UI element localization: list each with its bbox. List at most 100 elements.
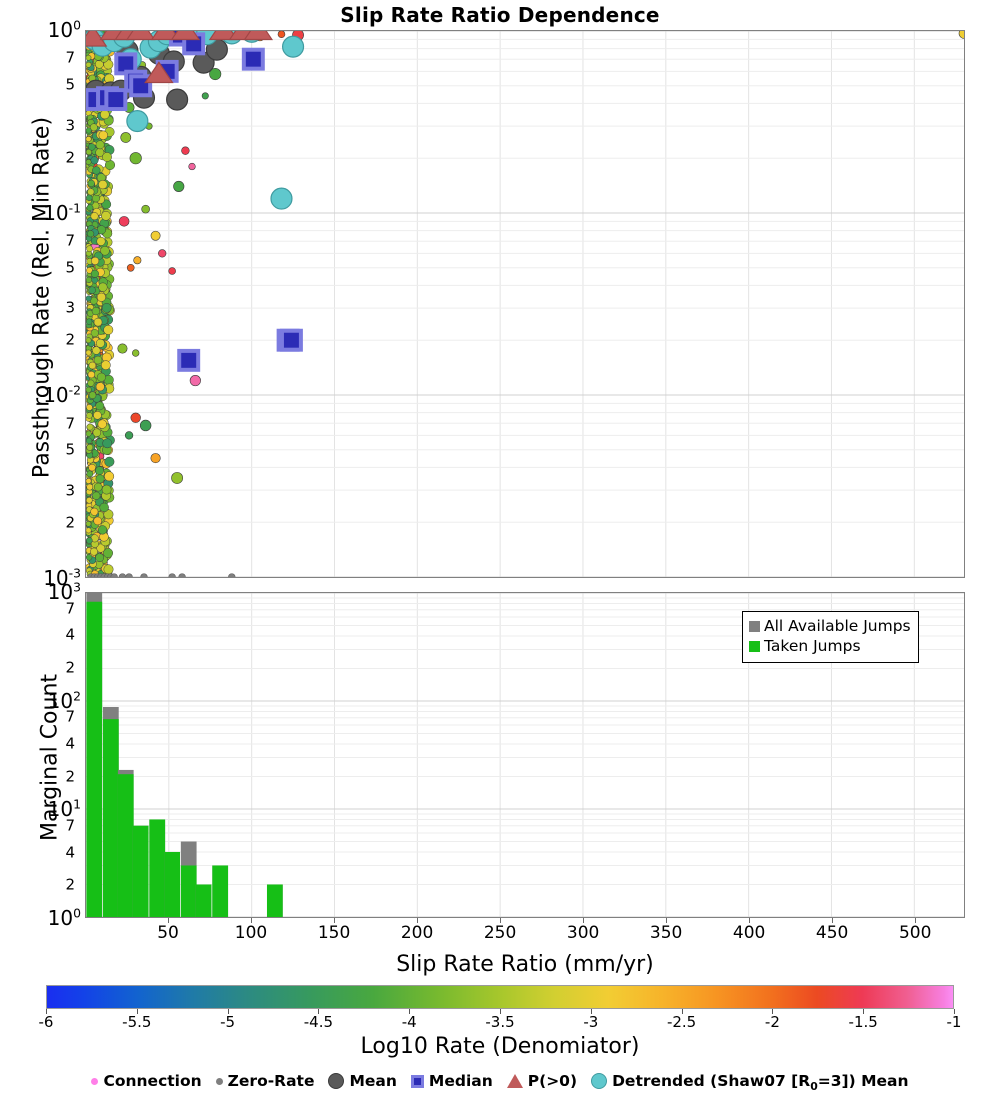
colorbar-tick-label: -3 <box>583 1013 599 1031</box>
y-tick-label: 10-2 <box>43 382 81 408</box>
y-tick-label: 7 <box>65 707 75 726</box>
x-tick-mark <box>251 918 253 923</box>
marker-legend-item: Connection <box>91 1072 202 1090</box>
x-tick-label: 50 <box>157 923 179 943</box>
y-tick-label: 10-1 <box>43 200 81 225</box>
y-tick-label: 2 <box>65 767 75 786</box>
scatter-y-axis-label: Passthrough Rate (Rel. Min Rate) <box>29 116 55 479</box>
y-tick-label: 101 <box>47 796 81 822</box>
colorbar-tick-mark <box>863 1009 865 1014</box>
x-tick-mark <box>832 918 834 923</box>
histogram-legend: All Available Jumps Taken Jumps <box>742 611 919 663</box>
marker-legend: Connection Zero-Rate Mean Median P(>0) Detren… <box>0 1072 1000 1094</box>
y-tick-label: 5 <box>65 75 75 94</box>
small-pink-dot-icon <box>91 1077 99 1085</box>
y-tick-label: 3 <box>65 298 75 317</box>
colorbar <box>46 985 954 1009</box>
blue-square-icon <box>410 1074 424 1088</box>
y-tick-label: 7 <box>65 48 75 67</box>
y-tick-label: 5 <box>65 440 75 459</box>
histogram-y-axis-label: Marginal Count <box>37 673 63 842</box>
x-tick-mark <box>417 918 419 923</box>
colorbar-tick-mark <box>590 1009 592 1014</box>
y-tick-label: 5 <box>65 258 75 277</box>
colorbar-tick-mark <box>46 1009 47 1014</box>
x-tick-label: 450 <box>815 923 849 943</box>
marker-legend-label: Detrended (Shaw07 [R0=3]) Mean <box>612 1072 909 1094</box>
x-tick-mark <box>666 918 668 923</box>
x-tick-mark <box>915 918 917 923</box>
x-tick-label: 500 <box>898 923 932 943</box>
y-tick-label: 4 <box>65 734 75 753</box>
x-tick-label: 300 <box>566 923 600 943</box>
y-tick-label: 7 <box>65 816 75 835</box>
y-tick-label: 3 <box>65 481 75 500</box>
figure-title: Slip Rate Ratio Dependence <box>340 3 660 27</box>
y-tick-label: 2 <box>65 513 75 532</box>
colorbar-tick-mark <box>409 1009 411 1014</box>
legend-swatch-green <box>749 641 760 653</box>
x-tick-mark <box>583 918 585 923</box>
colorbar-tick-mark <box>318 1009 320 1014</box>
histogram-x-axis-label: Slip Rate Ratio (mm/yr) <box>396 952 654 977</box>
y-tick-label: 100 <box>47 17 81 42</box>
small-gray-dot-icon <box>215 1077 223 1085</box>
y-tick-label: 10-3 <box>43 565 81 590</box>
y-tick-label: 2 <box>65 875 75 894</box>
colorbar-tick-label: -1 <box>946 1013 962 1031</box>
scatter-plot-canvas <box>86 31 964 577</box>
x-tick-mark <box>500 918 502 923</box>
scatter-plot-axes <box>85 30 965 578</box>
y-tick-label: 7 <box>65 231 75 250</box>
colorbar-tick-mark <box>954 1009 955 1014</box>
colorbar-tick-labels: -6 -5.5 -5 -4.5 -4 -3.5 -3 -2.5 -2 -1.5 -1 <box>0 1011 1000 1033</box>
x-tick-mark <box>749 918 751 923</box>
colorbar-tick-label: -2.5 <box>666 1013 697 1031</box>
colorbar-tick-label: -4.5 <box>303 1013 334 1031</box>
y-tick-label: 2 <box>65 658 75 677</box>
y-tick-label: 103 <box>47 579 81 604</box>
colorbar-label: Log10 Rate (Denomiator) <box>360 1034 640 1059</box>
colorbar-tick-mark <box>227 1009 229 1014</box>
y-tick-label: 2 <box>65 330 75 349</box>
y-tick-label: 7 <box>65 599 75 618</box>
legend-label-all-available-jumps: All Available Jumps <box>764 617 911 635</box>
colorbar-tick-mark <box>136 1009 138 1014</box>
gray-circle-icon <box>328 1073 345 1089</box>
y-tick-label: 2 <box>65 148 75 167</box>
colorbar-tick-label: -6 <box>38 1013 54 1031</box>
colorbar-tick-mark <box>772 1009 774 1014</box>
marker-legend-item: Median <box>410 1072 493 1090</box>
marker-legend-item: Mean <box>328 1072 397 1090</box>
colorbar-tick-label: -4 <box>401 1013 417 1031</box>
x-tick-label: 200 <box>400 923 434 943</box>
marker-legend-item: Zero-Rate <box>215 1072 314 1090</box>
x-tick-label: 150 <box>317 923 351 943</box>
legend-item-taken-jumps: Taken Jumps <box>749 636 911 656</box>
teal-circle-icon <box>591 1073 608 1089</box>
colorbar-tick-mark <box>500 1009 501 1014</box>
colorbar-tick-label: -5 <box>220 1013 236 1031</box>
histogram-axes <box>85 592 965 918</box>
y-tick-label: 100 <box>47 905 81 930</box>
y-tick-label: 4 <box>65 843 75 862</box>
colorbar-tick-label: -1.5 <box>848 1013 878 1031</box>
marker-legend-label: Mean <box>349 1072 397 1090</box>
y-tick-label: 3 <box>65 116 75 134</box>
x-tick-mark <box>334 918 336 923</box>
legend-label-taken-jumps: Taken Jumps <box>764 637 861 656</box>
histogram-canvas <box>86 593 964 917</box>
marker-legend-label: P(>0) <box>527 1072 578 1090</box>
x-tick-label: 250 <box>483 923 517 943</box>
colorbar-tick-mark <box>681 1009 683 1014</box>
legend-swatch-gray <box>749 620 760 632</box>
colorbar-tick-label: -2 <box>764 1013 780 1031</box>
legend-item-all-available-jumps: All Available Jumps <box>749 616 911 636</box>
y-tick-label: 7 <box>65 414 75 433</box>
x-tick-label: 350 <box>649 923 683 943</box>
red-triangle-icon <box>506 1074 523 1088</box>
colorbar-tick-label: -5.5 <box>122 1013 152 1031</box>
colorbar-tick-label: -3.5 <box>485 1013 515 1031</box>
marker-legend-item: P(>0) <box>506 1072 578 1090</box>
